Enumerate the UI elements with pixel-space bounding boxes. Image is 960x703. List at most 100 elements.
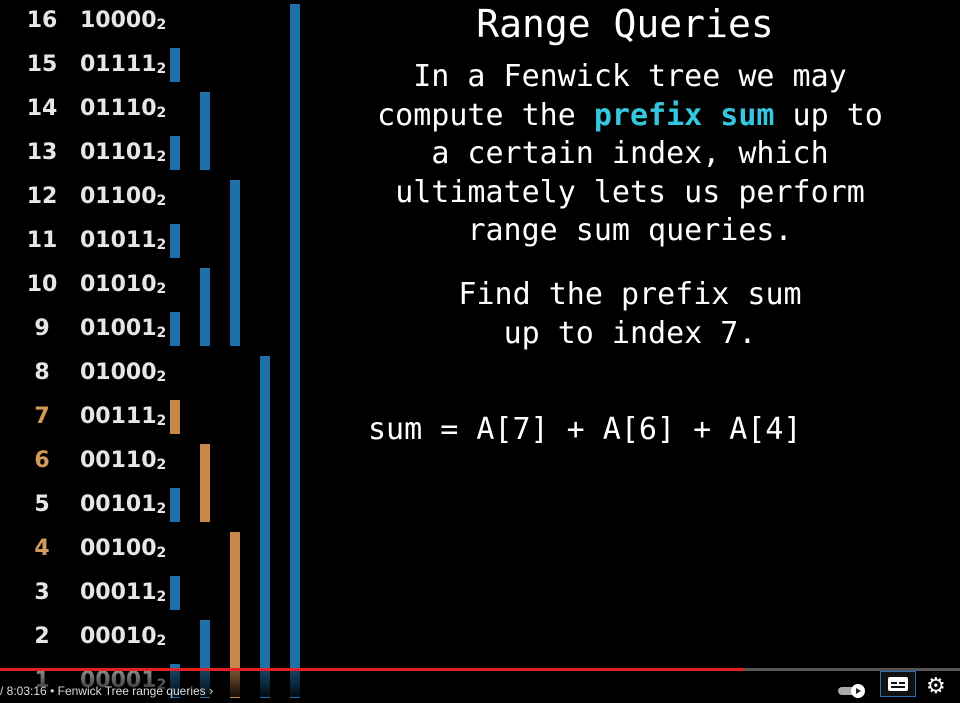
tree-row-index: 4: [34, 536, 50, 561]
range-bar: [170, 488, 180, 522]
tree-row-index: 8: [34, 360, 50, 385]
tree-row-base: 2: [156, 369, 167, 385]
tree-row-binary: 011002: [80, 177, 166, 219]
tree-row-index: 6: [34, 448, 50, 473]
chevron-right-icon: ›: [209, 683, 214, 698]
slide-title: Range Queries: [476, 2, 774, 46]
tree-row-bits: 01110: [80, 96, 157, 121]
tree-row-index: 3: [34, 580, 50, 605]
tree-row-base: 2: [156, 633, 167, 649]
tree-row-binary: 010012: [80, 309, 166, 351]
tree-row-bits: 00100: [80, 536, 157, 561]
tree-row-index: 5: [34, 492, 50, 517]
autoplay-toggle-icon[interactable]: [838, 683, 866, 698]
player-time-chapter[interactable]: / 8:03:16 • Fenwick Tree range queries ›: [0, 683, 213, 698]
tree-row-bits: 00011: [80, 580, 157, 605]
tree-row-binary: 011102: [80, 89, 166, 131]
tree-row-bits: 10000: [80, 8, 157, 33]
tree-row-bits: 00101: [80, 492, 157, 517]
tree-row-base: 2: [156, 413, 167, 429]
tree-row-base: 2: [156, 61, 167, 77]
tree-row-binary: 100002: [80, 1, 166, 43]
range-bar: [170, 312, 180, 346]
range-bar: [200, 620, 210, 698]
tree-row-index: 2: [34, 624, 50, 649]
tree-row-index: 16: [26, 8, 58, 33]
tree-row-index: 9: [34, 316, 50, 341]
tree-row-binary: 001102: [80, 441, 166, 483]
tree-row-base: 2: [156, 281, 167, 297]
range-bar: [260, 356, 270, 698]
range-bar: [230, 180, 240, 346]
description-line-3: a certain index, which: [431, 136, 829, 171]
tree-row-bits: 00111: [80, 404, 157, 429]
tree-row-bits: 01000: [80, 360, 157, 385]
tree-row-bits: 00110: [80, 448, 157, 473]
tree-row-base: 2: [156, 589, 167, 605]
tree-row-binary: 010112: [80, 221, 166, 263]
tree-row-bits: 01100: [80, 184, 157, 209]
range-bar: [170, 400, 180, 434]
tree-row-bits: 00010: [80, 624, 157, 649]
range-bar: [200, 444, 210, 522]
tree-row-bits: 01010: [80, 272, 157, 297]
settings-gear-icon[interactable]: ⚙: [926, 674, 946, 699]
tree-row-bits: 01101: [80, 140, 157, 165]
tree-row-base: 2: [156, 193, 167, 209]
tree-row-base: 2: [156, 237, 167, 253]
tree-row-base: 2: [156, 105, 167, 121]
range-bar: [170, 224, 180, 258]
range-bar: [290, 4, 300, 698]
range-bar: [200, 268, 210, 346]
task-line-1: Find the prefix sum: [458, 277, 802, 312]
description-line-2-pre: compute the: [377, 97, 594, 133]
sum-formula: sum = A[7] + A[6] + A[4]: [368, 412, 802, 447]
slide-description: In a Fenwick tree we may compute the pre…: [330, 58, 930, 251]
subtitles-icon[interactable]: [880, 671, 916, 697]
description-line-5: range sum queries.: [467, 213, 793, 248]
tree-row-index: 7: [34, 404, 50, 429]
tree-row-base: 2: [156, 501, 167, 517]
tree-row-base: 2: [156, 325, 167, 341]
tree-row-binary: 011012: [80, 133, 166, 175]
range-bar: [200, 92, 210, 170]
tree-row-base: 2: [156, 545, 167, 561]
separator-dot: •: [50, 684, 55, 698]
tree-row-binary: 001002: [80, 529, 166, 571]
tree-row-index: 15: [26, 52, 58, 77]
tree-row-base: 2: [156, 17, 167, 33]
tree-row-bits: 01011: [80, 228, 157, 253]
tree-row-binary: 000102: [80, 617, 166, 659]
prefix-sum-highlight: prefix sum: [593, 97, 775, 133]
tree-row-index: 12: [26, 184, 58, 209]
range-bar: [170, 48, 180, 82]
time-display: / 8:03:16: [0, 684, 47, 698]
tree-row-binary: 001012: [80, 485, 166, 527]
video-progress-bar[interactable]: [0, 668, 960, 671]
tree-row-base: 2: [156, 149, 167, 165]
tree-row-binary: 011112: [80, 45, 166, 87]
video-progress-played: [0, 668, 744, 671]
tree-row-bits: 01111: [80, 52, 157, 77]
player-controls: [0, 671, 960, 697]
description-line-1: In a Fenwick tree we may: [413, 59, 847, 94]
tree-row-binary: 000112: [80, 573, 166, 615]
tree-row-index: 13: [26, 140, 58, 165]
tree-row-binary: 010002: [80, 353, 166, 395]
tree-row-index: 10: [26, 272, 58, 297]
tree-row-index: 14: [26, 96, 58, 121]
range-bar: [170, 136, 180, 170]
task-line-2: up to index 7.: [503, 315, 757, 351]
description-line-2: compute the prefix sum up to: [330, 97, 930, 136]
tree-row-bits: 01001: [80, 316, 157, 341]
tree-row-index: 11: [26, 228, 58, 253]
description-line-4: ultimately lets us perform: [395, 174, 865, 210]
range-bar: [230, 532, 240, 698]
task-prompt: Find the prefix sum up to index 7.: [330, 276, 930, 353]
chapter-title[interactable]: Fenwick Tree range queries: [57, 684, 206, 698]
tree-row-base: 2: [156, 457, 167, 473]
range-bar: [170, 576, 180, 610]
description-line-2-post: up to: [774, 97, 883, 133]
tree-row-binary: 010102: [80, 265, 166, 307]
